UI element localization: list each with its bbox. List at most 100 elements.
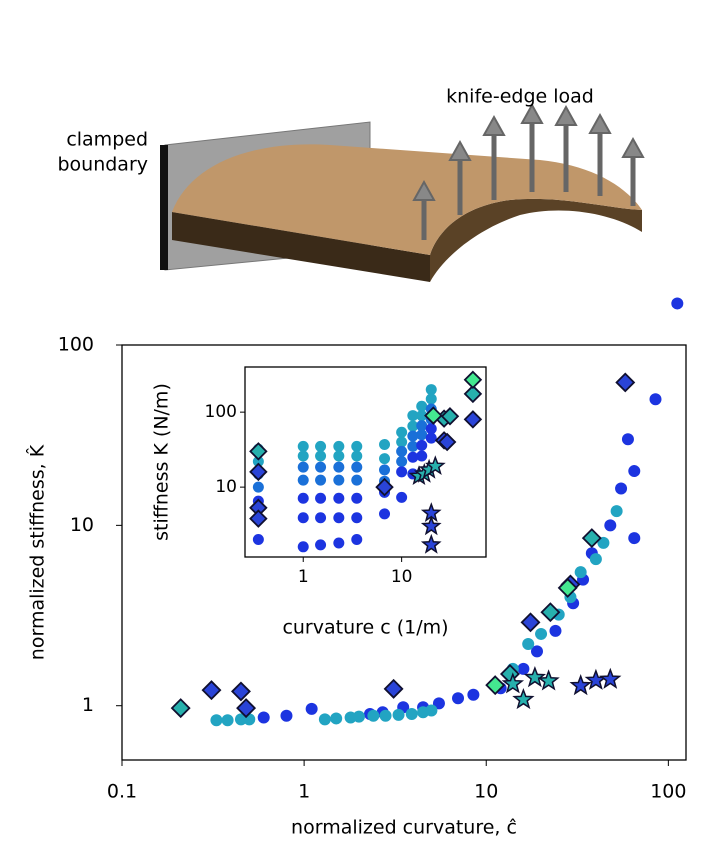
point <box>407 420 419 432</box>
point <box>425 384 437 396</box>
diamond-point <box>485 675 506 696</box>
diamond-point <box>383 678 404 699</box>
point <box>396 466 408 478</box>
diamond-point <box>440 407 460 426</box>
wall-edge <box>160 145 168 270</box>
arrow-head <box>482 114 506 136</box>
x-tick-label: 0.1 <box>107 781 137 803</box>
point <box>396 455 408 467</box>
star-point <box>420 515 442 536</box>
x-tick-label: 100 <box>650 781 686 803</box>
arrow-head <box>621 136 645 158</box>
point <box>416 439 428 451</box>
point <box>396 436 408 448</box>
star-point <box>599 667 622 689</box>
point <box>221 714 234 727</box>
point <box>407 430 419 442</box>
point <box>315 512 327 524</box>
diamond-point <box>520 612 541 633</box>
point <box>396 426 408 438</box>
point <box>333 461 345 473</box>
point <box>333 440 345 452</box>
point <box>333 474 345 486</box>
point <box>535 627 548 640</box>
star-point <box>523 665 547 688</box>
point <box>610 505 623 518</box>
point <box>351 461 363 473</box>
point <box>615 482 628 495</box>
point <box>379 439 391 451</box>
arrow-head <box>554 104 578 126</box>
point <box>315 450 327 462</box>
beam-front <box>172 212 430 282</box>
point <box>297 492 309 504</box>
point <box>297 541 309 553</box>
y-tick-label: 10 <box>215 477 237 497</box>
point <box>305 702 318 715</box>
y-tick-label: 10 <box>70 514 94 536</box>
diamond-point <box>236 698 257 719</box>
point <box>416 450 428 462</box>
point <box>574 566 587 579</box>
point <box>379 464 391 476</box>
point <box>379 709 392 722</box>
point <box>392 708 405 721</box>
point <box>522 637 535 650</box>
point <box>628 465 641 478</box>
point <box>416 429 428 441</box>
point <box>234 713 247 726</box>
point <box>604 519 617 532</box>
point <box>252 455 264 467</box>
point <box>252 481 264 493</box>
x-tick-label: 1 <box>298 781 310 803</box>
point <box>330 712 343 725</box>
point <box>297 461 309 473</box>
diamond-point <box>581 528 602 549</box>
point <box>297 440 309 452</box>
beam-end <box>430 198 642 282</box>
point <box>467 688 480 701</box>
point <box>396 445 408 457</box>
point <box>315 474 327 486</box>
diamond-point <box>249 462 268 482</box>
point <box>432 697 445 710</box>
point <box>210 714 223 727</box>
point <box>425 432 437 444</box>
x-tick-label: 10 <box>391 567 413 587</box>
point <box>671 297 684 310</box>
point <box>621 433 634 446</box>
point <box>351 492 363 504</box>
illustration-label: clamped <box>66 129 148 151</box>
illustration: clamped boundary knife-edge load <box>57 86 645 282</box>
plot-frame <box>121 344 687 761</box>
star-point <box>512 687 535 710</box>
star-point <box>425 455 446 476</box>
diamond-point <box>463 370 483 390</box>
illustration-label: knife-edge load <box>446 86 594 108</box>
y-axis-label: normalized stiffness, K̂ <box>26 444 48 660</box>
point <box>351 534 363 546</box>
point <box>589 553 602 566</box>
point <box>530 645 543 658</box>
point <box>649 393 662 406</box>
point <box>318 713 331 726</box>
point <box>297 474 309 486</box>
diamond-point <box>249 509 268 528</box>
point <box>315 461 327 473</box>
diamond-point <box>375 477 394 497</box>
point <box>280 709 293 722</box>
point <box>416 410 428 422</box>
point <box>425 704 438 717</box>
diamond-point <box>540 602 561 623</box>
diamond-point <box>557 577 578 598</box>
x-axis-label: curvature c (1/m) <box>282 617 448 639</box>
plot-area <box>245 367 486 557</box>
y-axis-label: stiffness K (N/m) <box>151 383 173 541</box>
point <box>407 451 419 463</box>
diamond-point <box>437 432 457 452</box>
point <box>252 534 264 546</box>
point <box>315 539 327 551</box>
point <box>407 440 419 452</box>
point <box>425 393 437 405</box>
